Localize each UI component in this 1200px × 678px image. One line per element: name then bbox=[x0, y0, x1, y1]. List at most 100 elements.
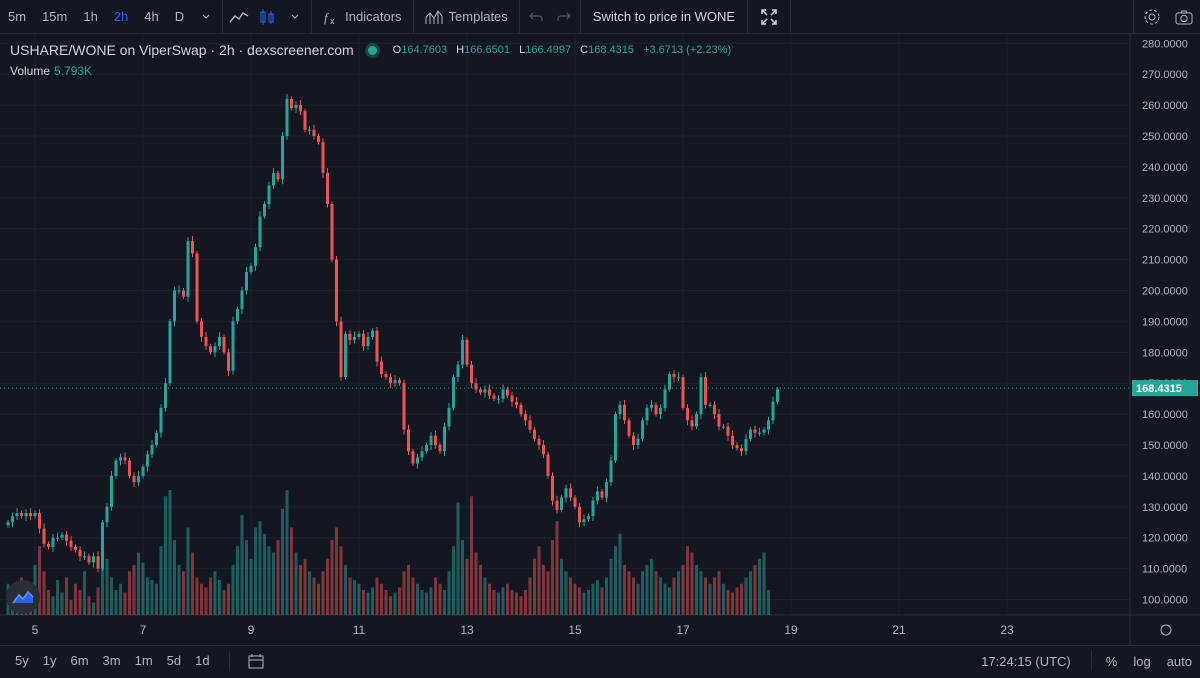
line-chart-icon[interactable] bbox=[225, 0, 253, 34]
volume-bar bbox=[186, 527, 190, 615]
candle-body bbox=[371, 330, 374, 337]
right-toolbar bbox=[1131, 0, 1200, 34]
volume-bar bbox=[609, 558, 613, 615]
candle-body bbox=[200, 321, 203, 337]
candle-body bbox=[686, 407, 689, 421]
price-chart[interactable]: 100.0000 110.0000 120.0000 130.0000 140.0000… bbox=[0, 34, 1200, 645]
candle-body bbox=[231, 321, 235, 371]
volume-bar bbox=[276, 540, 280, 615]
volume-bar bbox=[506, 583, 509, 615]
candles-icon[interactable] bbox=[253, 0, 281, 34]
price-tick-label: 270.0000 bbox=[1142, 69, 1188, 81]
candle-body bbox=[470, 364, 473, 384]
volume-bar bbox=[632, 577, 635, 615]
market-status-icon bbox=[367, 45, 377, 55]
candle-body bbox=[438, 445, 442, 452]
volume-bar bbox=[141, 562, 145, 615]
volume-bar bbox=[56, 580, 59, 615]
candle-body bbox=[452, 377, 455, 408]
candle-body bbox=[447, 407, 451, 427]
candle-body bbox=[204, 336, 208, 347]
close-value: 168.4315 bbox=[588, 44, 634, 56]
volume-legend: Volume 5.793K bbox=[10, 64, 92, 78]
svg-text:f: f bbox=[324, 10, 330, 25]
candle-body bbox=[425, 445, 428, 452]
undo-icon[interactable] bbox=[522, 0, 550, 34]
candle-body bbox=[600, 491, 604, 498]
candle-body bbox=[164, 383, 167, 408]
templates-button[interactable]: Templates bbox=[416, 0, 517, 34]
volume-bar bbox=[308, 571, 311, 615]
timeframe-5m[interactable]: 5m bbox=[8, 8, 27, 24]
chevron-down-icon[interactable] bbox=[281, 0, 309, 34]
volume-bar bbox=[452, 546, 455, 615]
range-5y[interactable]: 5y bbox=[15, 653, 29, 668]
volume-bar bbox=[515, 592, 518, 615]
volume-bar bbox=[344, 565, 347, 615]
candle-body bbox=[564, 488, 568, 498]
range-5d[interactable]: 5d bbox=[166, 653, 182, 668]
date-range-icon[interactable] bbox=[242, 644, 270, 678]
range-1d[interactable]: 1d bbox=[195, 653, 210, 668]
price-tick-label: 190.0000 bbox=[1142, 316, 1188, 328]
range-1m[interactable]: 1m bbox=[134, 653, 153, 668]
timeframe-15m[interactable]: 15m bbox=[42, 8, 68, 24]
price-tick-label: 250.0000 bbox=[1142, 131, 1188, 143]
timeframe-4h[interactable]: 4h bbox=[144, 8, 159, 24]
log-toggle[interactable]: log bbox=[1133, 653, 1151, 669]
time-tick-label: 19 bbox=[784, 623, 798, 637]
volume-bar bbox=[92, 602, 95, 615]
switch-price-button[interactable]: Switch to price in WONE bbox=[592, 8, 736, 24]
volume-bar bbox=[402, 571, 406, 615]
volume-bar bbox=[726, 590, 730, 615]
divider bbox=[412, 0, 414, 34]
volume-bar bbox=[740, 583, 743, 615]
volume-bar bbox=[704, 577, 707, 615]
candle-body bbox=[285, 98, 289, 136]
candle-body bbox=[24, 513, 28, 517]
candle-body bbox=[632, 435, 635, 446]
candle-body bbox=[227, 352, 230, 371]
volume-bar bbox=[168, 490, 172, 615]
utc-clock[interactable]: 17:24:15 (UTC) bbox=[981, 653, 1071, 669]
candle-body bbox=[609, 460, 613, 483]
volume-bar bbox=[177, 565, 181, 615]
candle-body bbox=[78, 550, 82, 557]
candle-body bbox=[713, 404, 716, 415]
volume-bar bbox=[101, 540, 104, 615]
volume-bar bbox=[479, 565, 482, 615]
volume-bar bbox=[371, 587, 374, 615]
timeframe-d[interactable]: D bbox=[174, 8, 185, 24]
volume-bar bbox=[663, 583, 667, 615]
candle-body bbox=[245, 271, 248, 291]
settings-icon[interactable] bbox=[1136, 0, 1168, 34]
camera-icon[interactable] bbox=[1168, 0, 1200, 34]
candle-body bbox=[398, 380, 401, 384]
last-price-label: 168.4315 bbox=[1136, 383, 1182, 395]
percent-toggle[interactable]: % bbox=[1105, 653, 1118, 669]
fullscreen-icon[interactable] bbox=[750, 0, 788, 34]
timeframe-2h[interactable]: 2h bbox=[113, 8, 129, 24]
candle-body bbox=[92, 556, 95, 563]
chevron-down-icon[interactable] bbox=[192, 0, 220, 34]
close-key: C bbox=[580, 44, 589, 56]
auto-toggle[interactable]: auto bbox=[1166, 653, 1192, 669]
time-tick-label: 15 bbox=[568, 623, 582, 637]
range-1y[interactable]: 1y bbox=[42, 653, 57, 668]
timeframe-1h[interactable]: 1h bbox=[83, 8, 98, 24]
tradingview-logo-icon[interactable] bbox=[6, 580, 40, 614]
candle-body bbox=[542, 445, 545, 455]
volume-bar bbox=[713, 577, 716, 615]
volume-bar bbox=[222, 590, 226, 615]
range-3m[interactable]: 3m bbox=[102, 653, 121, 668]
price-tick-label: 230.0000 bbox=[1142, 193, 1188, 205]
volume-bar bbox=[645, 565, 649, 615]
volume-bar bbox=[744, 577, 748, 615]
candle-body bbox=[668, 373, 671, 390]
volume-bar bbox=[578, 587, 581, 615]
axis-settings-icon[interactable] bbox=[1160, 624, 1172, 636]
redo-icon[interactable] bbox=[550, 0, 578, 34]
candle-body bbox=[353, 336, 356, 340]
range-6m[interactable]: 6m bbox=[70, 653, 89, 668]
